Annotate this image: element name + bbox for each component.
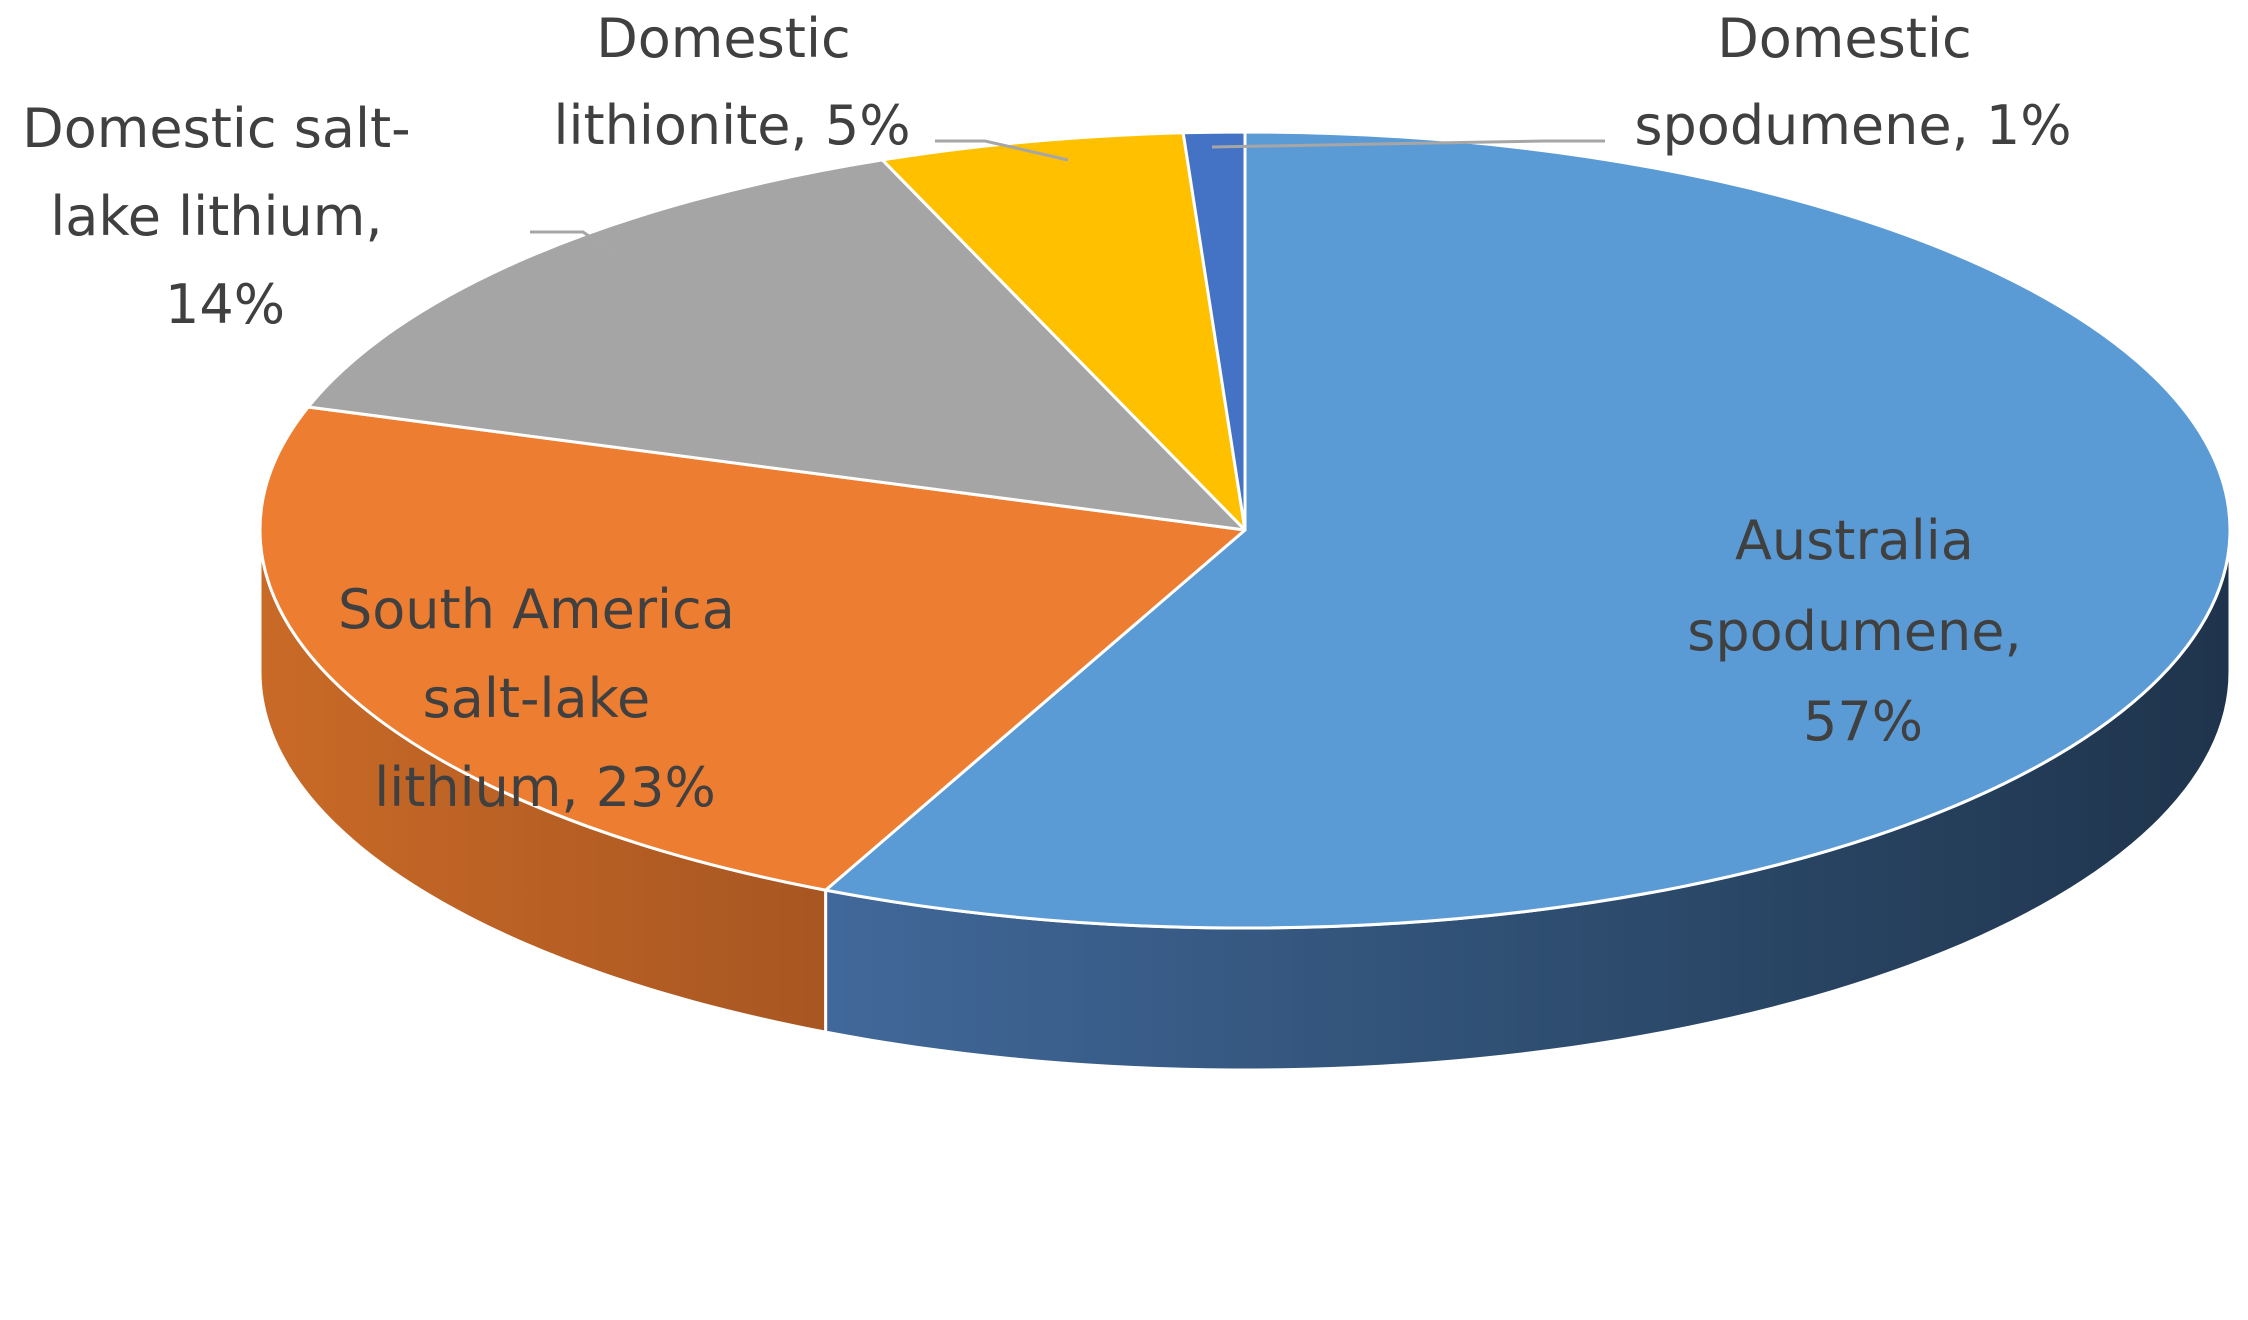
data-labels: Australia spodumene, 57% South America s… <box>22 7 2071 819</box>
leader-line-domestic-spodumene <box>1211 139 1605 149</box>
slice-domestic-lithionite <box>880 131 1247 532</box>
slice-australia-spodumene <box>824 130 2232 930</box>
leader-line-domestic-salt-lake-lithium <box>530 230 619 258</box>
slice-south-america-salt-lake-lithium <box>258 405 1247 892</box>
slice-domestic-spodumene <box>1181 130 1247 532</box>
leader-lines <box>530 139 1605 258</box>
pie-top <box>258 130 2232 930</box>
leader-line-domestic-lithionite <box>935 139 1069 162</box>
data-label-south-america-salt-lake-lithium: South America salt-lake lithium, 23% <box>338 578 752 819</box>
data-label-domestic-lithionite: Domestic lithionite, 5% <box>553 7 910 157</box>
data-label-domestic-salt-lake-lithium: Domestic salt- lake lithium, 14% <box>22 97 428 336</box>
slice-domestic-salt-lake-lithium <box>306 158 1247 532</box>
data-label-australia-spodumene: Australia spodumene, 57% <box>1687 509 2039 753</box>
data-label-domestic-spodumene: Domestic spodumene, 1% <box>1634 7 2071 157</box>
